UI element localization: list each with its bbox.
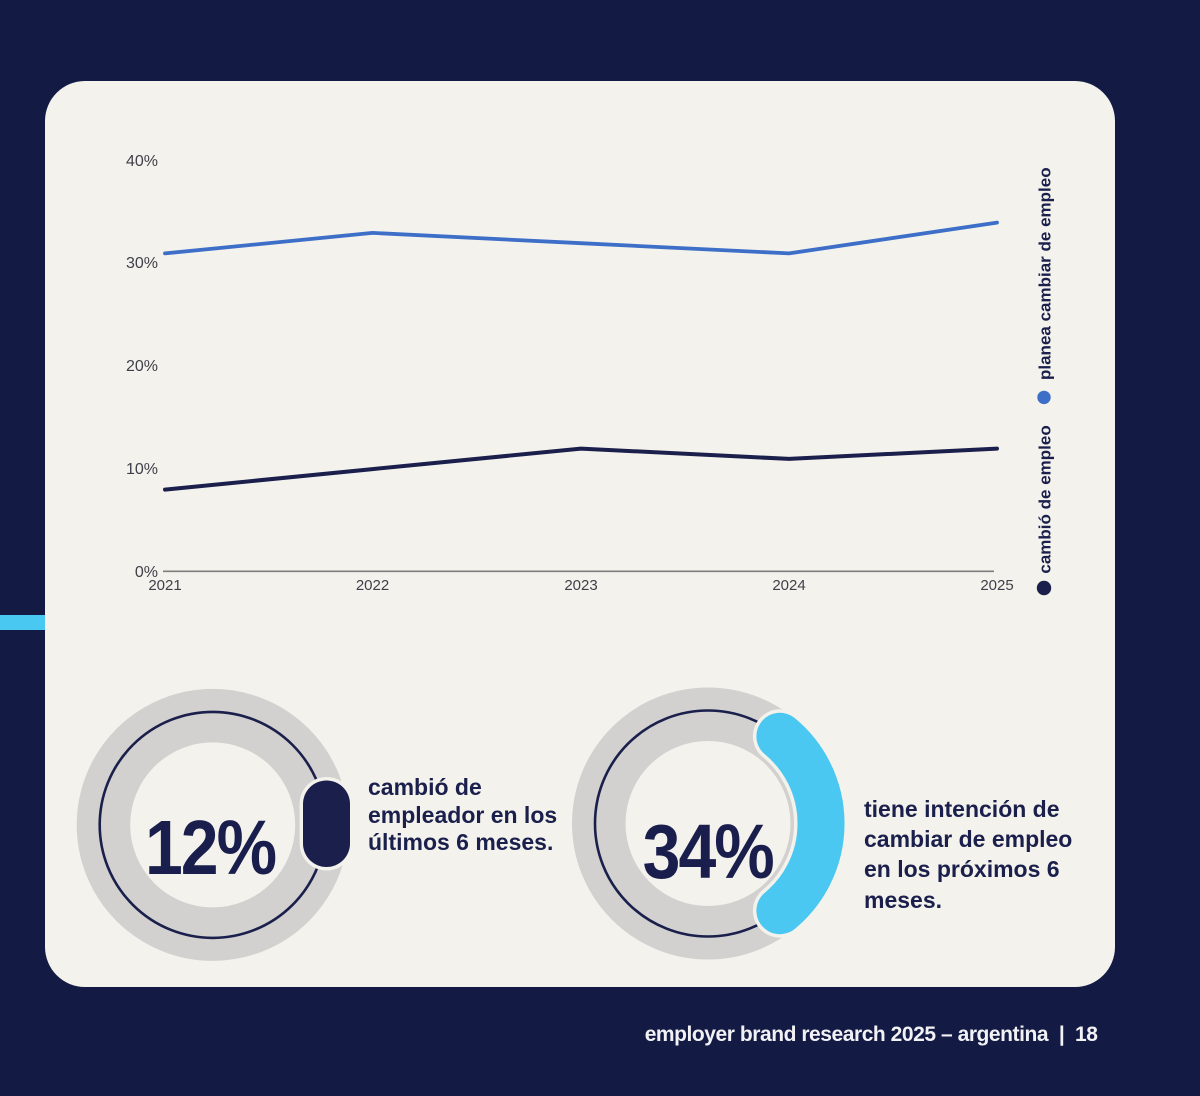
svg-text:cambió de empleo: cambió de empleo — [1036, 425, 1055, 573]
svg-text:planea cambiar de empleo: planea cambiar de empleo — [1036, 167, 1055, 380]
